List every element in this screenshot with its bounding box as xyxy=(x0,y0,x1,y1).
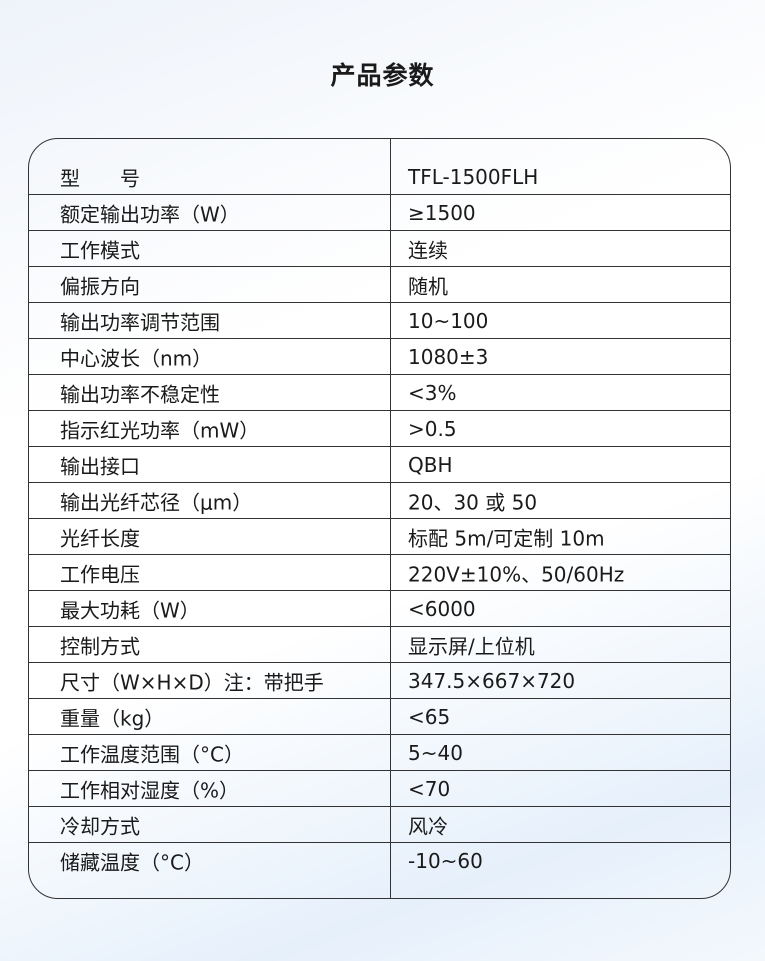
spec-label: 冷却方式 xyxy=(60,814,140,838)
table-row: 指示红光功率（mW） >0.5 xyxy=(29,411,730,447)
spec-label: 工作模式 xyxy=(60,238,140,262)
table-row: 工作电压 220V±10%、50/60Hz xyxy=(29,555,730,591)
spec-value: 显示屏/上位机 xyxy=(408,634,535,658)
table-row: 最大功耗（W） <6000 xyxy=(29,591,730,627)
table-row: 工作温度范围（°C） 5~40 xyxy=(29,735,730,771)
table-row: 输出光纤芯径（μm） 20、30 或 50 xyxy=(29,483,730,519)
page-title: 产品参数 xyxy=(330,61,435,90)
spec-label: 偏振方向 xyxy=(60,274,140,298)
table-row: 重量（kg） <65 xyxy=(29,699,730,735)
spec-value: 连续 xyxy=(408,238,448,262)
spec-value: 5~40 xyxy=(408,740,463,765)
table-row: 储藏温度（°C） -10~60 xyxy=(29,843,730,898)
spec-label: 工作温度范围（°C） xyxy=(60,742,244,766)
table-row: 额定输出功率（W） ≥1500 xyxy=(29,195,730,231)
spec-value: <3% xyxy=(408,380,457,405)
table-row: 偏振方向 随机 xyxy=(29,267,730,303)
spec-value: 标配 5m/可定制 10m xyxy=(408,526,605,550)
spec-value: 347.5×667×720 xyxy=(408,668,576,693)
spec-table: 型 号 TFL-1500FLH 额定输出功率（W） ≥1500 工作模式 连续偏振方向 随机… xyxy=(28,138,731,899)
spec-value: <70 xyxy=(408,776,451,801)
spec-value: 随机 xyxy=(408,274,448,298)
spec-value: TFL-1500FLH xyxy=(408,165,539,189)
spec-label: 中心波长（nm） xyxy=(60,346,213,370)
table-row: 输出功率调节范围 10~100 xyxy=(29,303,730,339)
spec-label: 尺寸（W×H×D）注：带把手 xyxy=(60,670,324,694)
table-row: 输出接口 QBH xyxy=(29,447,730,483)
spec-label: 型 号 xyxy=(60,166,140,191)
table-row: 输出功率不稳定性 <3% xyxy=(29,375,730,411)
spec-label: 输出光纤芯径（μm） xyxy=(60,490,253,514)
spec-label: 输出功率不稳定性 xyxy=(60,382,220,406)
spec-label: 光纤长度 xyxy=(60,526,140,550)
spec-value: -10~60 xyxy=(408,849,483,873)
spec-value: >0.5 xyxy=(408,416,457,441)
spec-label: 控制方式 xyxy=(60,634,140,658)
spec-label: 工作相对湿度（%） xyxy=(60,778,240,802)
spec-value: 10~100 xyxy=(408,308,489,333)
spec-value: ≥1500 xyxy=(408,200,476,225)
spec-value: <65 xyxy=(408,704,451,729)
table-row: 冷却方式 风冷 xyxy=(29,807,730,843)
table-row: 中心波长（nm） 1080±3 xyxy=(29,339,730,375)
spec-label: 储藏温度（°C） xyxy=(60,850,204,875)
spec-value: 风冷 xyxy=(408,814,448,838)
table-row: 型 号 TFL-1500FLH xyxy=(29,139,730,195)
table-row: 尺寸（W×H×D）注：带把手 347.5×667×720 xyxy=(29,663,730,699)
table-row: 光纤长度 标配 5m/可定制 10m xyxy=(29,519,730,555)
spec-label: 重量（kg） xyxy=(60,706,165,730)
spec-value: 220V±10%、50/60Hz xyxy=(408,562,625,586)
spec-label: 输出功率调节范围 xyxy=(60,310,220,334)
spec-label: 工作电压 xyxy=(60,562,140,586)
spec-value: QBH xyxy=(408,452,453,477)
spec-label: 输出接口 xyxy=(60,454,140,478)
table-row: 工作相对湿度（%） <70 xyxy=(29,771,730,807)
spec-value: 20、30 或 50 xyxy=(408,490,538,514)
spec-label: 额定输出功率（W） xyxy=(60,202,240,226)
table-row: 控制方式 显示屏/上位机 xyxy=(29,627,730,663)
spec-value: <6000 xyxy=(408,596,476,621)
spec-label: 最大功耗（W） xyxy=(60,598,200,622)
spec-value: 1080±3 xyxy=(408,344,489,369)
table-row: 工作模式 连续 xyxy=(29,231,730,267)
spec-label: 指示红光功率（mW） xyxy=(60,418,260,442)
